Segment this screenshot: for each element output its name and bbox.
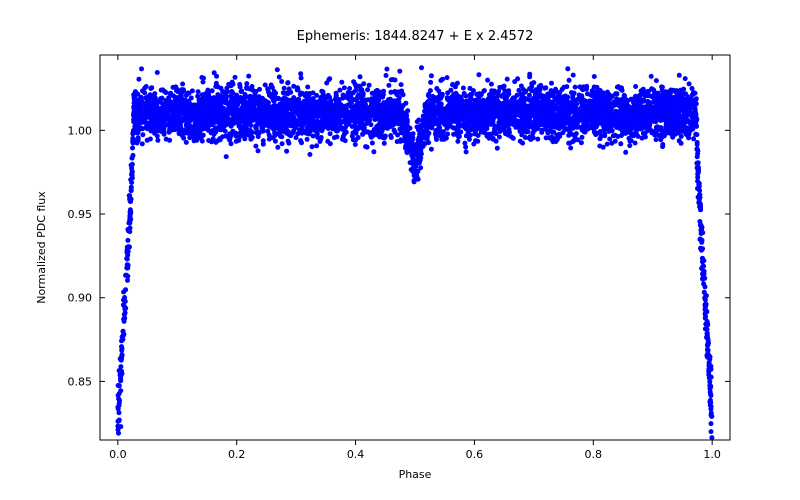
y-axis-label: Normalized PDC flux — [35, 191, 48, 304]
chart-svg: Ephemeris: 1844.8247 + E x 2.4572 0.0 0.2… — [0, 0, 800, 500]
svg-text:0.6: 0.6 — [466, 448, 484, 461]
svg-text:0.95: 0.95 — [68, 208, 93, 221]
svg-text:0.85: 0.85 — [68, 375, 93, 388]
svg-text:0.90: 0.90 — [68, 292, 93, 305]
chart-title: Ephemeris: 1844.8247 + E x 2.4572 — [297, 29, 534, 44]
svg-text:0.8: 0.8 — [585, 448, 603, 461]
phase-flux-chart: Ephemeris: 1844.8247 + E x 2.4572 0.0 0.2… — [0, 0, 800, 500]
y-axis-ticks: 0.85 0.90 0.95 1.00 — [68, 124, 731, 388]
svg-text:1.00: 1.00 — [68, 124, 93, 137]
scatter-points — [115, 65, 714, 440]
svg-text:0.4: 0.4 — [347, 448, 365, 461]
x-axis-label: Phase — [399, 468, 432, 481]
svg-text:0.2: 0.2 — [228, 448, 246, 461]
svg-text:0.0: 0.0 — [109, 448, 127, 461]
svg-text:1.0: 1.0 — [703, 448, 721, 461]
